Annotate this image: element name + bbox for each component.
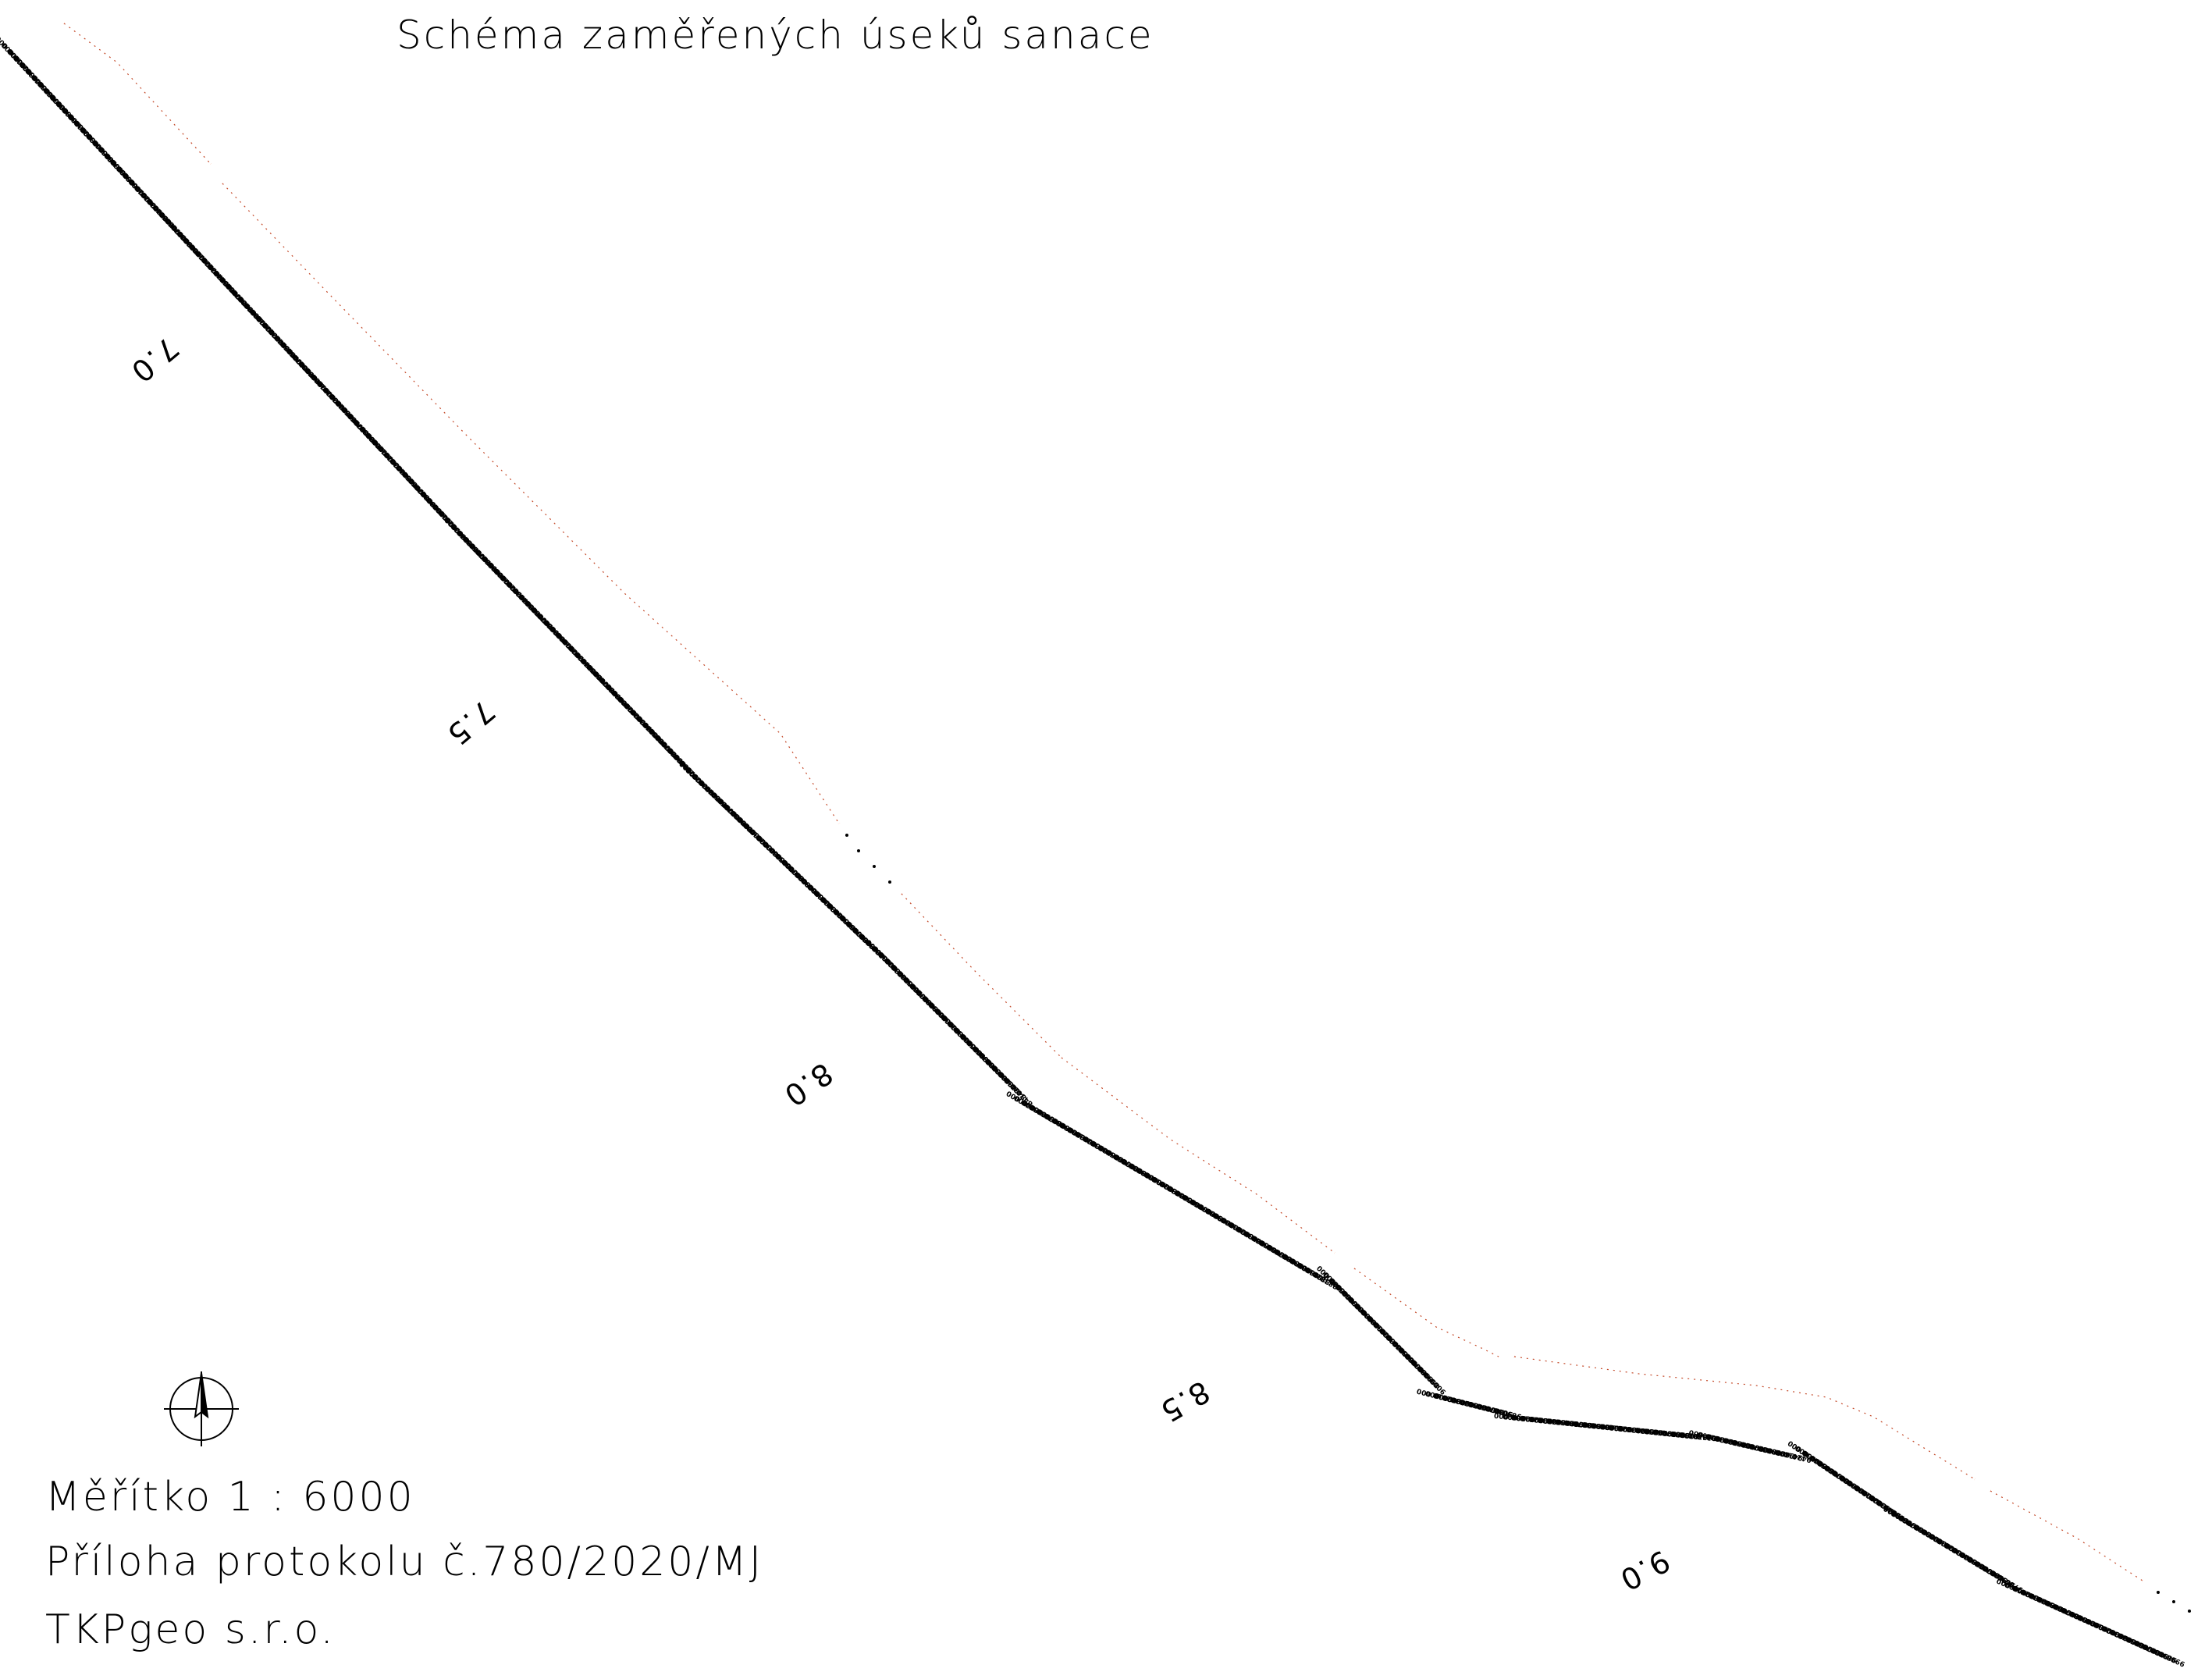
station-label: 9110 000 [1503, 1411, 1540, 1423]
station-label: 9230 000 [1609, 1423, 1646, 1435]
station-label: 9100 000 [1494, 1410, 1531, 1422]
measured-segment-centerline-4 [1061, 1057, 1335, 1254]
station-label: 9180 000 [1564, 1418, 1602, 1430]
measured-segment-centerline-1 [63, 23, 212, 165]
station-label: 9310 000 [1680, 1430, 1717, 1442]
measured-segment-inner-7 [1990, 1489, 2144, 1582]
km-label-8-5: 8.5 [1154, 1374, 1216, 1429]
measured-segments [62, 22, 2191, 1613]
station-label: 9240 000 [1617, 1424, 1655, 1435]
drawing-title: Schéma zaměřených úseků sanace [397, 12, 1154, 58]
km-label-7-0: 7.0 [123, 330, 185, 390]
station-label: 9140 000 [1529, 1414, 1567, 1426]
appendix-label: Příloha protokolu č.780/2020/MJ [45, 1538, 763, 1585]
gap-marker-7 [2188, 1610, 2191, 1613]
station-label: 9210 000 [1591, 1421, 1628, 1432]
scale-label: Měřítko 1 : 6000 [45, 1474, 415, 1521]
km-label-9-0: 9.0 [1613, 1543, 1675, 1598]
north-arrow-icon [164, 1371, 239, 1446]
measured-segment-1 [63, 22, 212, 165]
km-label-8-0: 8.0 [777, 1056, 839, 1114]
measured-segment-inner-4 [1060, 1056, 1336, 1254]
station-label: 9130 000 [1520, 1414, 1558, 1425]
station-label: 9150 000 [1538, 1415, 1575, 1427]
company-label: TKPgeo s.r.o. [45, 1606, 336, 1653]
km-label-7-5: 7.5 [439, 693, 501, 752]
station-label: 9120 000 [1511, 1413, 1549, 1425]
station-label: 9900 000 [2150, 1645, 2186, 1667]
measured-segment-6 [1513, 1355, 1976, 1481]
station-label: 9200 000 [1582, 1420, 1620, 1432]
measured-segment-inner-6 [1513, 1355, 1976, 1481]
gap-marker-4 [888, 880, 891, 884]
station-label: 9260 000 [1635, 1425, 1673, 1437]
station-label: 9300 000 [1670, 1429, 1708, 1441]
measured-segment-centerline-5 [1353, 1268, 1499, 1357]
station-label: 9190 000 [1574, 1419, 1611, 1431]
station-label: 9250 000 [1627, 1425, 1664, 1436]
gap-marker-1 [845, 834, 848, 837]
station-label: 9280 000 [1653, 1428, 1691, 1439]
gap-marker-2 [857, 849, 860, 852]
station-label: 9270 000 [1644, 1426, 1681, 1438]
measured-segment-centerline-3 [901, 893, 1062, 1058]
measured-segment-centerline-7 [1990, 1490, 2143, 1581]
measured-segment-centerline-6 [1513, 1356, 1976, 1480]
km-labels: 7.0 7.5 8.0 8.5 9.0 [123, 330, 1675, 1598]
station-label: 9160 000 [1547, 1416, 1584, 1428]
gap-marker-6 [2172, 1600, 2175, 1603]
measured-segment-inner-1 [62, 22, 212, 165]
measured-segment-5 [1353, 1267, 1499, 1358]
station-label: 9290 000 [1662, 1428, 1699, 1440]
station-label: 9170 000 [1556, 1418, 1593, 1429]
measured-segment-inner-5 [1353, 1267, 1499, 1358]
gap-marker-5 [2157, 1591, 2160, 1594]
gap-marker-3 [873, 865, 876, 868]
station-label: 9220 000 [1600, 1421, 1638, 1433]
measured-segment-inner-2 [221, 182, 841, 825]
